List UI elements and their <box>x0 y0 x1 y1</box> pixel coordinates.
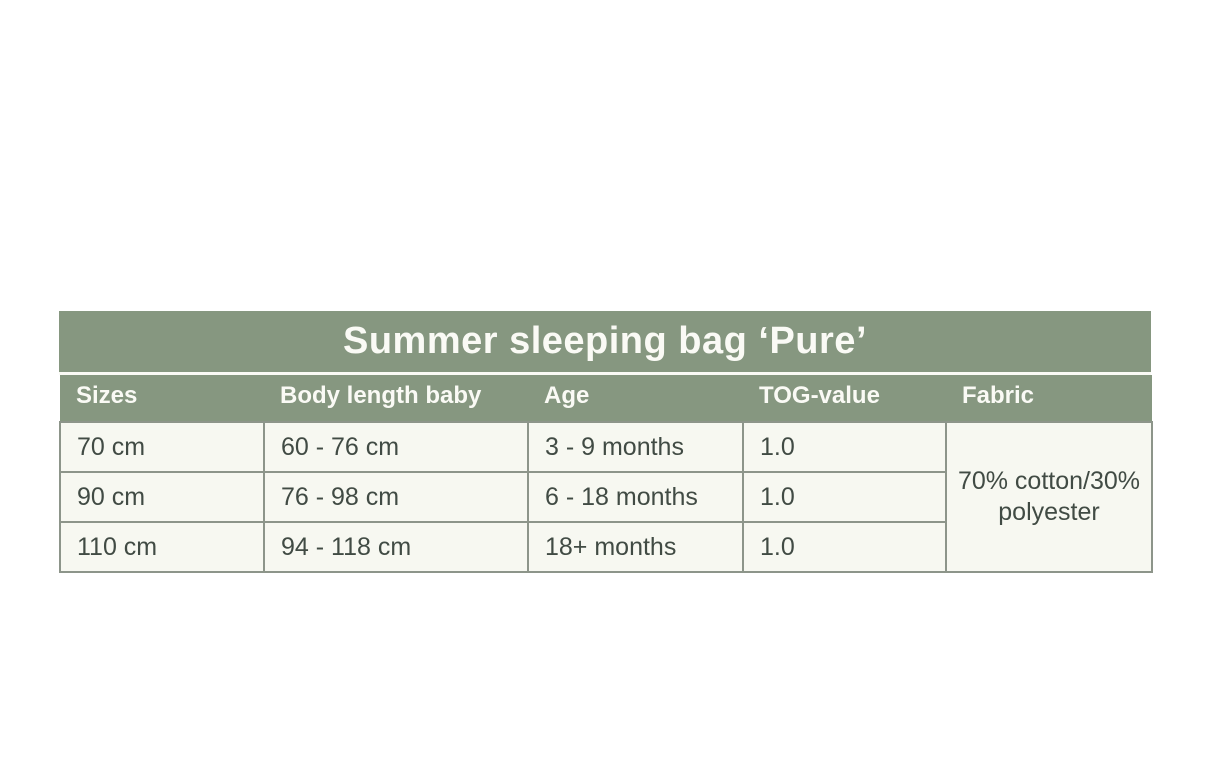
column-header-body-length: Body length baby <box>264 375 528 422</box>
header-row: Sizes Body length baby Age TOG-value Fab… <box>60 375 1152 422</box>
cell-age: 3 - 9 months <box>527 421 744 473</box>
size-table: Summer sleeping bag ‘Pure’ Sizes Body le… <box>59 311 1153 573</box>
cell-tog: 1.0 <box>742 471 947 523</box>
cell-body-length: 60 - 76 cm <box>263 421 529 473</box>
cell-size: 90 cm <box>59 471 265 523</box>
size-spec-table: Sizes Body length baby Age TOG-value Fab… <box>59 375 1153 573</box>
cell-body-length: 94 - 118 cm <box>263 521 529 573</box>
cell-size: 70 cm <box>59 421 265 473</box>
table-row: 70 cm 60 - 76 cm 3 - 9 months 1.0 70% co… <box>59 421 1153 573</box>
table-title: Summer sleeping bag ‘Pure’ <box>342 320 868 362</box>
cell-fabric-merged: 70% cotton/30% polyester <box>945 421 1153 573</box>
cell-age: 18+ months <box>527 521 744 573</box>
cell-size: 110 cm <box>59 521 265 573</box>
cell-age: 6 - 18 months <box>527 471 744 523</box>
table-row: 110 cm 94 - 118 cm 18+ months 1.0 <box>59 521 1152 573</box>
column-header-sizes: Sizes <box>60 375 264 422</box>
table-title-band: Summer sleeping bag ‘Pure’ <box>59 311 1151 375</box>
cell-body-length: 76 - 98 cm <box>263 471 529 523</box>
cell-tog: 1.0 <box>742 521 947 573</box>
table-row: 90 cm 76 - 98 cm 6 - 18 months 1.0 <box>59 471 1152 523</box>
cell-tog: 1.0 <box>742 421 947 473</box>
column-header-tog-value: TOG-value <box>743 375 946 422</box>
column-header-age: Age <box>528 375 743 422</box>
column-header-fabric: Fabric <box>946 375 1152 422</box>
